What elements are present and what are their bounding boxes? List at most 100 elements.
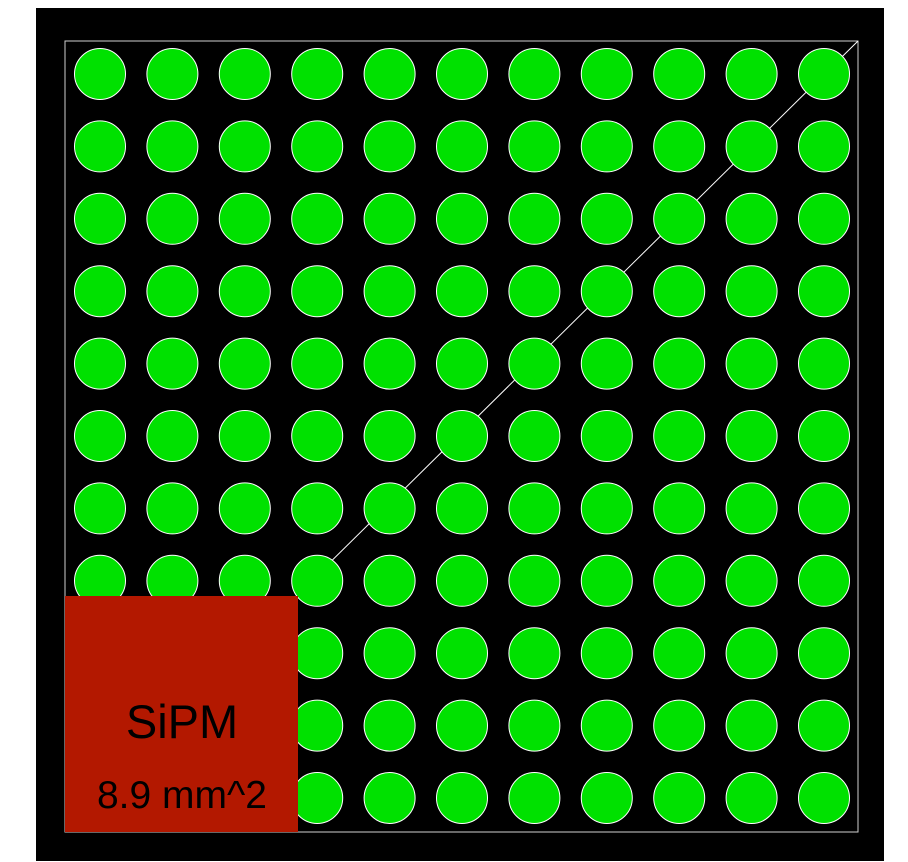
fiber-circle	[508, 48, 561, 100]
fiber-circle	[74, 265, 126, 318]
fiber-circle	[580, 192, 633, 245]
fiber-circle	[508, 192, 561, 245]
fiber-circle	[580, 482, 633, 535]
fiber-circle	[653, 410, 706, 462]
fiber-grid	[74, 48, 850, 824]
fiber-circle	[363, 48, 416, 100]
fiber-circle	[363, 772, 416, 824]
fiber-circle	[798, 48, 850, 100]
fiber-circle	[146, 48, 199, 100]
fiber-circle	[725, 48, 778, 100]
fiber-circle	[725, 772, 778, 824]
fiber-circle	[363, 410, 416, 462]
sipm-area-label: 8.9 mm^2	[97, 774, 267, 817]
fiber-circle	[218, 337, 271, 390]
fiber-circle	[436, 554, 488, 607]
fiber-circle	[580, 699, 633, 752]
fiber-circle	[146, 192, 199, 245]
fiber-circle	[508, 120, 561, 173]
fiber-circle	[508, 772, 561, 824]
fiber-circle	[74, 192, 126, 245]
fiber-circle	[580, 554, 633, 607]
fiber-circle	[508, 699, 561, 752]
fiber-circle	[580, 265, 633, 318]
fiber-circle	[291, 554, 344, 607]
fiber-circle	[74, 120, 126, 173]
fiber-circle	[291, 337, 344, 390]
fiber-circle	[798, 772, 850, 824]
fiber-circle	[291, 627, 344, 680]
fiber-circle	[653, 337, 706, 390]
fiber-circle	[653, 699, 706, 752]
sipm-box	[65, 596, 298, 832]
fiber-circle	[508, 482, 561, 535]
fiber-circle	[653, 627, 706, 680]
fiber-circle	[291, 120, 344, 173]
fiber-circle	[363, 337, 416, 390]
fiber-circle	[725, 120, 778, 173]
fiber-circle	[653, 554, 706, 607]
fiber-circle	[508, 337, 561, 390]
fiber-circle	[580, 337, 633, 390]
fiber-circle	[508, 554, 561, 607]
fiber-circle	[146, 482, 199, 535]
fiber-circle	[798, 410, 850, 462]
fiber-circle	[436, 410, 488, 462]
fiber-circle	[74, 410, 126, 462]
fiber-circle	[436, 772, 488, 824]
fiber-circle	[291, 410, 344, 462]
fiber-circle	[580, 772, 633, 824]
fiber-circle	[725, 482, 778, 535]
fiber-circle	[218, 265, 271, 318]
fiber-circle	[508, 627, 561, 680]
fiber-circle	[653, 772, 706, 824]
fiber-circle	[291, 482, 344, 535]
fiber-circle	[580, 48, 633, 100]
fiber-circle	[725, 554, 778, 607]
fiber-circle	[436, 265, 488, 318]
fiber-circle	[218, 192, 271, 245]
fiber-circle	[363, 627, 416, 680]
array-frame	[64, 40, 859, 833]
fiber-circle	[798, 192, 850, 245]
fiber-circle	[74, 482, 126, 535]
fiber-circle	[146, 265, 199, 318]
fiber-circle	[74, 48, 126, 100]
fiber-circle	[653, 48, 706, 100]
fiber-circle	[508, 410, 561, 462]
fiber-circle	[798, 337, 850, 390]
fiber-circle	[146, 120, 199, 173]
fiber-circle	[291, 48, 344, 100]
fiber-circle	[580, 627, 633, 680]
fiber-circle	[508, 265, 561, 318]
fiber-circle	[436, 482, 488, 535]
fiber-circle	[291, 192, 344, 245]
fiber-circle	[798, 120, 850, 173]
fiber-circle	[363, 482, 416, 535]
fiber-circle	[653, 120, 706, 173]
fiber-circle	[363, 699, 416, 752]
fiber-circle	[798, 627, 850, 680]
fiber-circle	[436, 48, 488, 100]
fiber-circle	[291, 265, 344, 318]
fiber-circle	[798, 699, 850, 752]
fiber-circle	[218, 410, 271, 462]
fiber-circle	[436, 120, 488, 173]
fiber-circle	[725, 410, 778, 462]
sipm-title: SiPM	[126, 695, 238, 748]
fiber-circle	[653, 265, 706, 318]
fiber-circle	[725, 265, 778, 318]
fiber-circle	[725, 337, 778, 390]
fiber-circle	[363, 554, 416, 607]
fiber-circle	[436, 627, 488, 680]
fiber-circle	[798, 265, 850, 318]
fiber-circle	[653, 192, 706, 245]
fiber-circle	[725, 699, 778, 752]
fiber-circle	[363, 192, 416, 245]
fiber-circle	[653, 482, 706, 535]
fiber-circle	[798, 554, 850, 607]
fiber-circle	[436, 192, 488, 245]
fiber-circle	[436, 337, 488, 390]
fiber-circle	[218, 48, 271, 100]
